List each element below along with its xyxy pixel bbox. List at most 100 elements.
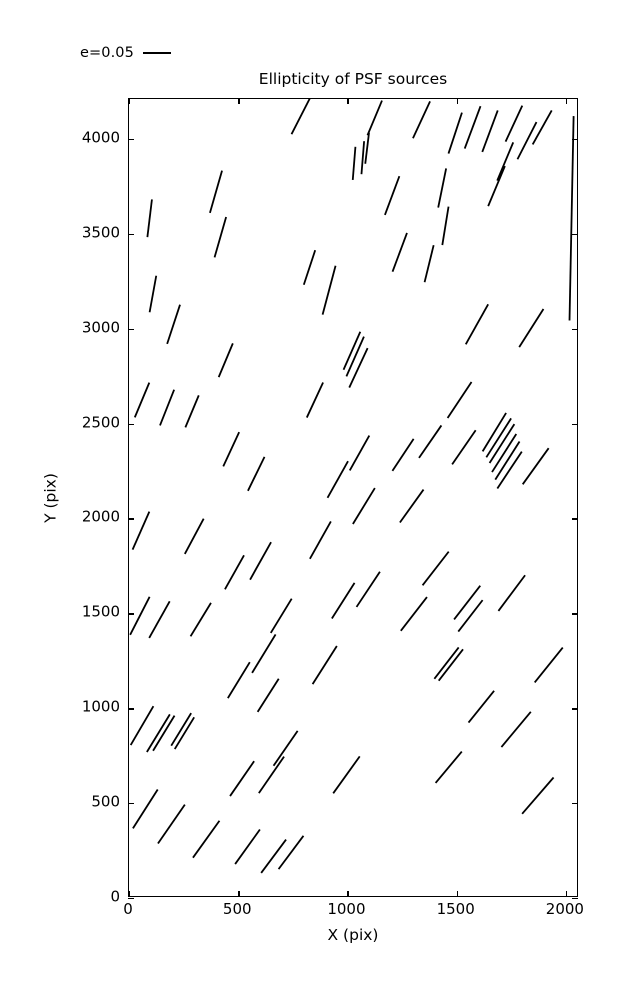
whisker-segment	[185, 395, 198, 427]
whisker-segment	[274, 731, 298, 766]
whisker-segment	[235, 830, 260, 865]
whisker-segment	[175, 717, 194, 749]
whisker-segment	[228, 662, 250, 698]
whisker-segment	[350, 436, 370, 471]
x-tick-mark	[347, 98, 349, 105]
whisker-segment	[307, 382, 323, 417]
whisker-segment	[346, 337, 364, 377]
whisker-segment	[344, 332, 361, 370]
y-tick-label: 2500	[81, 413, 120, 432]
whisker-segment	[522, 778, 553, 814]
whisker-segment	[400, 490, 424, 523]
x-tick-mark	[565, 98, 568, 105]
y-axis-title: Y (pix)	[41, 473, 60, 523]
y-tick-mark	[128, 708, 135, 710]
whisker-segment	[442, 207, 448, 245]
y-tick-mark	[571, 233, 578, 236]
whisker-segment	[533, 110, 552, 144]
whisker-segment	[497, 142, 513, 180]
whisker-segment	[131, 706, 154, 745]
whisker-segment	[219, 343, 233, 377]
whisker-segment	[425, 245, 434, 282]
whisker-segment	[501, 712, 530, 747]
whisker-segment	[454, 586, 480, 620]
y-tick-label: 3500	[81, 223, 120, 242]
whisker-segment	[492, 434, 516, 472]
whisker-segment	[469, 691, 495, 723]
x-tick-mark	[456, 890, 458, 897]
whisker-segment	[353, 147, 356, 180]
x-tick-mark	[565, 890, 568, 897]
x-tick-label: 0	[123, 900, 133, 918]
whisker-segment	[506, 106, 523, 142]
whisker-segment	[523, 448, 549, 484]
whisker-segment	[292, 99, 311, 134]
legend-label: e=0.05	[80, 45, 134, 61]
whisker-segment	[130, 597, 149, 635]
y-tick-mark	[571, 803, 578, 805]
whisker-segment	[517, 122, 536, 159]
whisker-segment	[171, 713, 191, 746]
whisker-segment	[133, 789, 158, 828]
whisker-segment	[310, 521, 331, 558]
whisker-segment	[434, 647, 458, 678]
whisker-segment	[261, 840, 286, 873]
y-tick-mark	[128, 233, 135, 236]
whisker-segment	[452, 430, 476, 464]
x-tick-label: 2000	[545, 900, 584, 918]
whisker-segment	[490, 424, 515, 463]
y-tick-label: 4000	[81, 128, 120, 147]
y-tick-label: 1500	[81, 602, 120, 621]
y-tick-label: 1000	[81, 697, 120, 716]
whisker-segment	[323, 266, 336, 315]
whisker-segment	[385, 176, 399, 215]
whisker-segment	[413, 101, 430, 138]
whisker-segment	[535, 648, 563, 683]
whisker-segment	[458, 600, 482, 631]
y-tick-label: 2000	[81, 507, 120, 526]
y-tick-label: 3000	[81, 318, 120, 337]
page-title: Ellipticity of PSF sources	[258, 70, 448, 88]
whisker-segment	[570, 116, 574, 320]
y-tick-mark	[128, 613, 135, 615]
whisker-segment	[153, 716, 174, 751]
x-tick-label: 500	[222, 900, 252, 918]
whisker-segment	[248, 457, 265, 491]
x-tick-mark	[129, 890, 131, 897]
whisker-segment	[349, 348, 367, 387]
whisker-segment	[279, 836, 304, 869]
whisker-segment	[482, 110, 497, 151]
whisker-segment	[488, 166, 505, 206]
y-tick-mark	[571, 423, 578, 425]
y-tick-mark	[571, 518, 578, 520]
whisker-segment	[392, 439, 413, 471]
whisker-segment	[225, 555, 244, 589]
whisker-segment	[210, 171, 222, 213]
x-axis-title: X (pix)	[327, 926, 379, 944]
whisker-segment	[328, 461, 348, 498]
whisker-segment	[150, 276, 157, 312]
whisker-segment	[357, 572, 380, 607]
y-tick-mark	[128, 898, 135, 900]
whisker-segment	[167, 305, 180, 344]
whisker-segment	[483, 413, 506, 451]
whisker-segment	[185, 519, 204, 554]
x-tick-label: 1000	[327, 900, 366, 918]
y-tick-mark	[128, 138, 135, 141]
whisker-segment	[223, 432, 239, 466]
whisker-segment	[448, 382, 472, 418]
whisker-segment	[149, 601, 169, 638]
whisker-segment	[250, 542, 271, 579]
whisker-segment	[448, 113, 461, 154]
x-tick-mark	[238, 98, 240, 105]
whisker-segment	[160, 390, 174, 426]
whisker-segment	[147, 714, 170, 752]
y-tick-mark	[571, 613, 578, 615]
whisker-segment	[495, 442, 519, 480]
whisker-segment	[313, 646, 337, 684]
whisker-segment	[191, 603, 211, 636]
whisker-segment	[258, 679, 279, 712]
whisker-segment	[193, 821, 220, 858]
x-tick-mark	[238, 890, 240, 897]
whisker-segment	[497, 452, 521, 489]
